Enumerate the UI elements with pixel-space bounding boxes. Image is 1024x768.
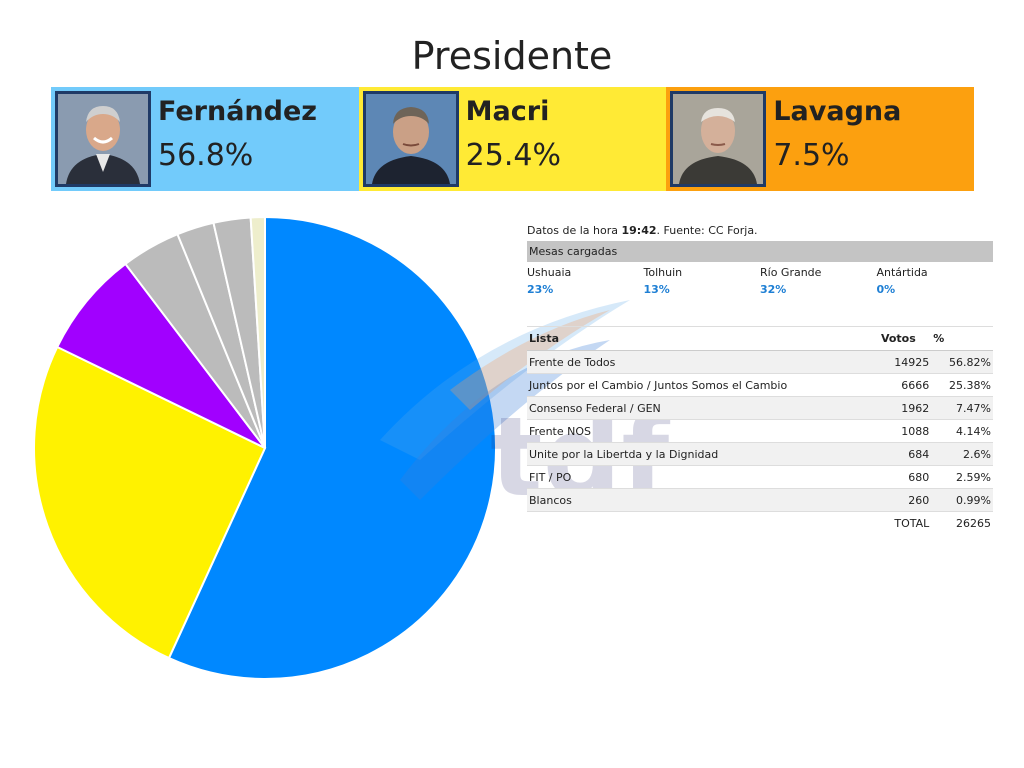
- pie-chart-svg: [33, 215, 497, 680]
- row-votos: 684: [878, 442, 932, 466]
- total-spacer: [527, 512, 879, 535]
- region-value: 23%: [527, 283, 554, 296]
- pie-chart: [30, 213, 500, 683]
- header-pct: %: [931, 326, 993, 351]
- region-progress: Ushuaia 23% Tolhuin 13% Río Grande 32% A…: [527, 265, 993, 299]
- page-title: Presidente: [411, 34, 613, 78]
- row-pct: 7.47%: [931, 396, 993, 420]
- table-row: Blancos 260 0.99%: [527, 488, 993, 512]
- region-name: Tolhuin: [643, 266, 683, 279]
- candidate-card-lavagna: Lavagna 7.5%: [666, 87, 975, 191]
- timestamp-prefix: Datos de la hora: [527, 224, 622, 237]
- results-panel: Datos de la hora 19:42. Fuente: CC Forja…: [527, 222, 993, 535]
- candidate-card-fernandez: Fernández 56.8%: [51, 87, 359, 191]
- pie-slice-consenso-federal-gen: [55, 262, 266, 449]
- region-value: 0%: [876, 283, 896, 296]
- region-name: Ushuaia: [527, 266, 572, 279]
- region-name: Río Grande: [760, 266, 822, 279]
- table-header-row: Lista Votos %: [527, 326, 993, 351]
- row-lista: FIT / PO: [527, 465, 879, 489]
- total-label: TOTAL: [894, 516, 930, 530]
- table-row: Consenso Federal / GEN 1962 7.47%: [527, 396, 993, 420]
- row-lista: Frente NOS: [527, 419, 879, 443]
- table-row: Frente NOS 1088 4.14%: [527, 419, 993, 443]
- row-pct: 2.59%: [931, 465, 993, 489]
- region-value: 13%: [643, 283, 670, 296]
- header-votos: Votos: [878, 326, 932, 351]
- pie-slice-juntos-por-el-cambio-juntos-somos-el-cambio: [33, 345, 267, 660]
- row-votos: 1962: [878, 396, 932, 420]
- table-total-row: TOTAL 26265: [527, 512, 993, 535]
- region-antartida: Antártida 0%: [877, 265, 994, 299]
- row-votos: 680: [878, 465, 932, 489]
- row-votos: 1088: [878, 419, 932, 443]
- total-value: 26265: [956, 516, 991, 530]
- row-lista: Juntos por el Cambio / Juntos Somos el C…: [527, 373, 879, 397]
- data-timestamp: Datos de la hora 19:42. Fuente: CC Forja…: [527, 222, 993, 239]
- pie-slice-frente-de-todos: [167, 215, 497, 680]
- row-votos: 14925: [878, 350, 932, 374]
- table-row: Frente de Todos 14925 56.82%: [527, 350, 993, 374]
- row-pct: 0.99%: [931, 488, 993, 512]
- table-row: Unite por la Libertda y la Dignidad 684 …: [527, 442, 993, 466]
- candidate-name: Fernández: [158, 96, 317, 127]
- header-lista: Lista: [527, 326, 879, 351]
- row-lista: Unite por la Libertda y la Dignidad: [527, 442, 879, 466]
- region-ushuaia: Ushuaia 23%: [527, 265, 644, 299]
- row-lista: Consenso Federal / GEN: [527, 396, 879, 420]
- results-table: Lista Votos % Frente de Todos 14925 56.8…: [527, 326, 993, 535]
- candidate-name: Macri: [465, 96, 550, 127]
- candidate-photo-macri: [362, 91, 459, 187]
- candidate-percentage: 25.4%: [465, 138, 561, 173]
- candidate-cards: Fernández 56.8% Macri 25.4%: [51, 87, 975, 191]
- region-tolhuin: Tolhuin 13%: [644, 265, 761, 299]
- region-value: 32%: [760, 283, 787, 296]
- row-pct: 25.38%: [931, 373, 993, 397]
- row-votos: 6666: [878, 373, 932, 397]
- candidate-photo-fernandez: [55, 91, 151, 187]
- row-pct: 4.14%: [931, 419, 993, 443]
- row-pct: 56.82%: [931, 350, 993, 374]
- mesas-header: Mesas cargadas: [527, 241, 993, 262]
- candidate-card-macri: Macri 25.4%: [358, 87, 667, 191]
- candidate-percentage: 56.8%: [158, 138, 254, 173]
- candidate-percentage: 7.5%: [773, 138, 850, 173]
- row-votos: 260: [878, 488, 932, 512]
- row-lista: Blancos: [527, 488, 879, 512]
- timestamp-source: . Fuente: CC Forja.: [656, 224, 758, 237]
- pie-slice-blancos: [249, 215, 266, 449]
- region-name: Antártida: [876, 266, 928, 279]
- row-pct: 2.6%: [931, 442, 993, 466]
- candidate-name: Lavagna: [773, 96, 902, 127]
- candidate-photo-lavagna: [670, 91, 767, 187]
- timestamp-time: 19:42: [621, 224, 657, 237]
- region-rio-grande: Río Grande 32%: [760, 265, 877, 299]
- row-lista: Frente de Todos: [527, 350, 879, 374]
- table-row: Juntos por el Cambio / Juntos Somos el C…: [527, 373, 993, 397]
- table-row: FIT / PO 680 2.59%: [527, 465, 993, 489]
